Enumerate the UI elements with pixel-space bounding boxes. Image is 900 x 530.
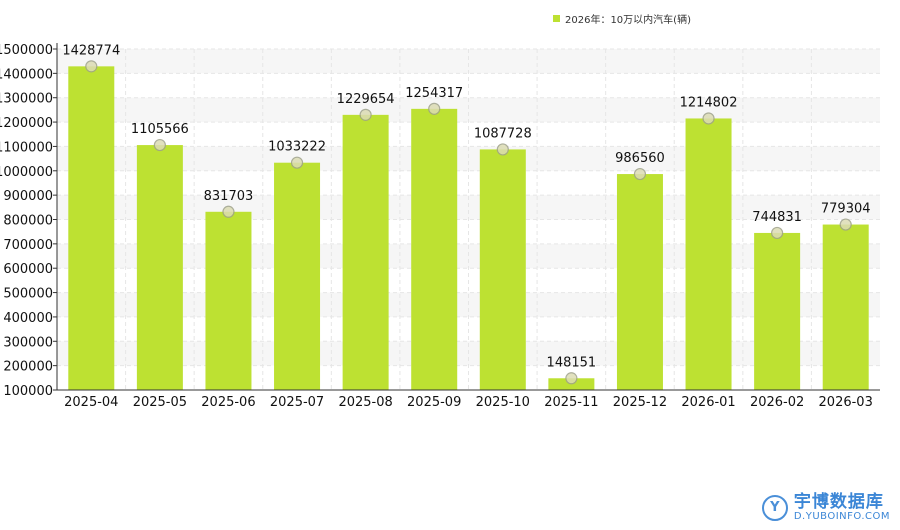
watermark-url: D.YUBOINFO.COM <box>793 510 890 522</box>
data-point-marker <box>222 205 235 218</box>
y-tick-label: 900000 <box>3 189 53 204</box>
legend-label: 2026年：10万以内汽车(辆) <box>565 15 691 26</box>
data-label: 1087728 <box>474 126 532 141</box>
bar <box>411 108 458 390</box>
data-label: 986560 <box>615 151 665 166</box>
data-point-marker <box>153 138 166 152</box>
watermark-name: 宇博数据库 <box>793 491 884 512</box>
data-point-marker <box>359 108 372 121</box>
data-point-marker <box>85 60 98 73</box>
y-tick-label: 1000000 <box>0 165 53 180</box>
x-tick-label: 2026-01 <box>681 395 735 410</box>
x-tick-label: 2025-07 <box>270 395 324 410</box>
y-tick-label: 300000 <box>3 335 53 350</box>
yubo-logo-icon: Y <box>761 494 788 521</box>
bar <box>274 162 321 390</box>
x-tick-label: 2025-09 <box>407 395 461 410</box>
x-tick-label: 2025-11 <box>544 395 598 410</box>
x-tick-label: 2026-02 <box>750 395 804 410</box>
data-point-marker <box>565 372 578 385</box>
bar <box>136 145 183 390</box>
x-tick-label: 2025-10 <box>476 395 530 410</box>
data-point-marker <box>702 112 715 125</box>
x-tick-label: 2025-08 <box>338 395 392 410</box>
y-tick-label: 100000 <box>3 384 53 399</box>
x-tick-label: 2025-12 <box>613 395 667 410</box>
x-tick-label: 2025-06 <box>201 395 255 410</box>
bar <box>68 66 115 390</box>
y-tick-label: 700000 <box>3 238 53 253</box>
data-point-marker <box>633 167 647 181</box>
y-tick-label: 600000 <box>3 262 53 277</box>
y-tick-label: 200000 <box>3 360 53 375</box>
bar <box>754 232 801 390</box>
data-label: 1033222 <box>268 140 326 155</box>
y-tick-label: 500000 <box>3 287 53 302</box>
y-tick-label: 1500000 <box>0 43 53 58</box>
data-label: 831703 <box>204 189 254 204</box>
data-point-marker <box>839 218 852 231</box>
y-tick-label: 1200000 <box>0 116 53 131</box>
data-label: 148151 <box>547 355 597 370</box>
watermark: Y 宇博数据库 D.YUBOINFO.COM <box>761 491 890 522</box>
data-point-marker <box>496 143 509 156</box>
x-tick-label: 2026-03 <box>819 395 873 410</box>
data-label: 1428774 <box>62 43 120 58</box>
bar <box>342 114 389 390</box>
y-tick-label: 1300000 <box>0 92 53 107</box>
data-label: 1254317 <box>405 86 463 101</box>
data-label: 779304 <box>821 202 871 217</box>
x-tick-label: 2025-04 <box>64 395 118 410</box>
data-label: 744831 <box>752 210 802 225</box>
y-tick-label: 800000 <box>3 214 53 229</box>
data-label: 1229654 <box>337 92 395 107</box>
bar <box>685 118 732 390</box>
data-label: 1214802 <box>680 95 738 110</box>
data-label: 1105566 <box>131 122 189 137</box>
y-tick-label: 1100000 <box>0 140 53 155</box>
data-point-marker <box>428 102 441 115</box>
grid-band <box>57 49 880 74</box>
y-tick-label: 1400000 <box>0 67 53 82</box>
bar <box>616 174 663 390</box>
bar <box>205 211 252 390</box>
bar <box>822 224 869 390</box>
bar <box>479 149 526 390</box>
data-point-marker <box>771 226 784 240</box>
legend[interactable]: 2026年：10万以内汽车(辆) <box>553 11 691 26</box>
legend-swatch <box>553 15 560 22</box>
y-tick-label: 400000 <box>3 311 53 326</box>
x-tick-label: 2025-05 <box>133 395 187 410</box>
data-point-marker <box>290 156 304 169</box>
